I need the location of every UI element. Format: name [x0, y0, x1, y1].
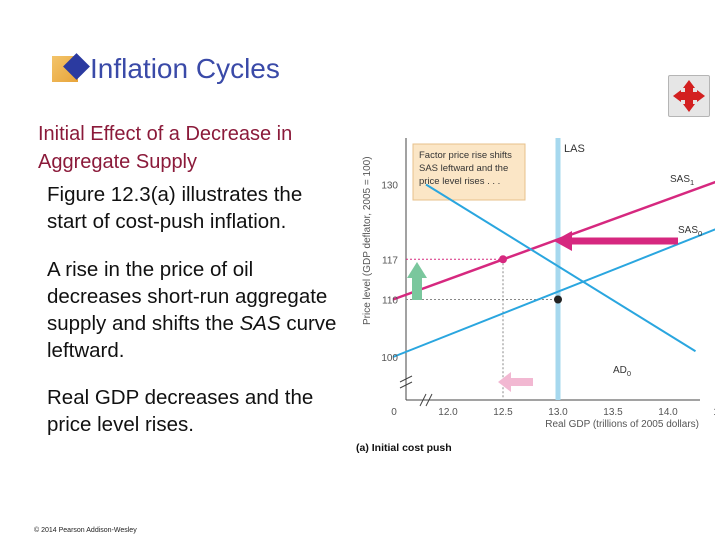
sas1-curve: [392, 180, 715, 301]
move-arrows-icon: [673, 80, 705, 112]
move-arrows-button[interactable]: [668, 75, 710, 117]
x-tick-label: 12.0: [438, 407, 458, 418]
price-rise-arrow: [412, 276, 422, 300]
x-tick-label: 13.5: [603, 407, 623, 418]
ad0-curve: [425, 183, 697, 353]
slide-subheading: Initial Effect of a Decrease in Aggregat…: [38, 123, 293, 173]
x-axis-label: Real GDP (trillions of 2005 dollars): [545, 419, 699, 430]
y-tick-label: 100: [381, 353, 398, 364]
price-rise-arrowhead: [407, 262, 427, 278]
paragraph-2-text-b: curve leftward.: [47, 312, 337, 362]
annotation-box: [412, 143, 526, 201]
sas0-label: SAS0: [678, 225, 702, 238]
chart-caption: (a) Initial cost push: [356, 442, 452, 454]
leftward-shift-arrowhead: [554, 231, 572, 251]
las-label: LAS: [564, 143, 585, 155]
x-tick-label: 12.5: [493, 407, 513, 418]
x-tick-label: 14.0: [658, 407, 678, 418]
paragraph-2-text-a: A rise in the price of oil decreases sho…: [47, 258, 328, 335]
x-axis-break: [419, 393, 433, 407]
origin-label: 0: [391, 407, 397, 418]
gdp-decrease-arrow: [509, 378, 533, 386]
sas1-label: SAS1: [670, 174, 694, 187]
y-axis-break: [399, 375, 413, 389]
y-tick-label: 110: [382, 296, 398, 307]
cost-push-chart: LAS Factor price rise shifts SAS leftward …: [356, 138, 715, 454]
ad0-label: AD0: [613, 365, 631, 378]
copyright-notice: © 2014 Pearson Addison-Wesley: [34, 527, 137, 534]
body-paragraph-3: Real GDP decreases and the price level r…: [47, 386, 314, 436]
y-tick-label: 117: [382, 255, 398, 266]
x-tick-label: 14.5: [713, 407, 715, 418]
sas0-curve: [392, 228, 715, 358]
annotation-text: Factor price rise shifts SAS leftward and…: [419, 150, 512, 187]
slide-title: Inflation Cycles: [90, 53, 280, 84]
paragraph-2-sas-term: SAS: [239, 312, 281, 335]
equilibrium-point-new: [499, 255, 507, 264]
gdp-decrease-arrowhead: [498, 372, 511, 392]
x-tick-label: 13.0: [548, 407, 568, 418]
body-paragraph-2: A rise in the price of oil decreases sho…: [47, 256, 347, 364]
y-tick-label: 130: [381, 181, 398, 192]
body-paragraph-1: Figure 12.3(a) illustrates the start of …: [47, 183, 303, 233]
y-axis-label: Price level (GDP deflator, 2005 = 100): [362, 156, 373, 325]
equilibrium-point-initial: [554, 295, 562, 304]
